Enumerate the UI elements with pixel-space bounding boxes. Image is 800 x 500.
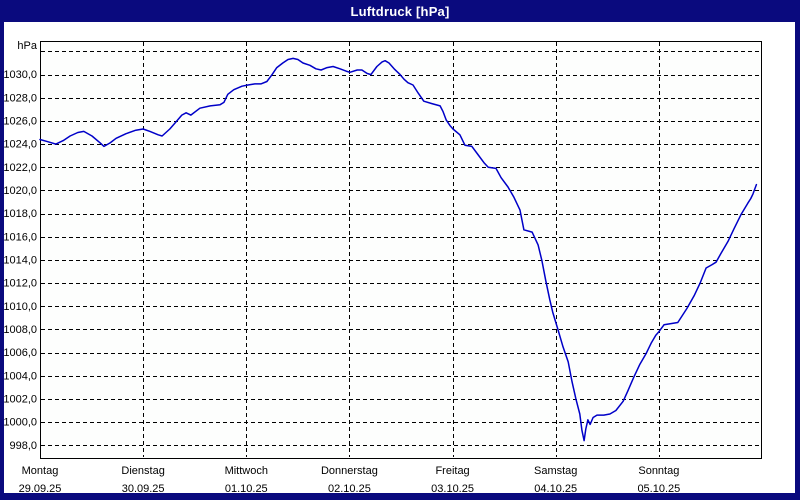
x-date-label: 29.09.25 bbox=[19, 483, 62, 493]
x-day-label: Sonntag bbox=[638, 465, 679, 477]
x-date-label: 03.10.25 bbox=[431, 483, 474, 493]
chart-panel: 1030,0 1028,0 1026,0 1024,0 1022,0 1020,0 1018… bbox=[4, 22, 795, 493]
y-axis-unit-label: hPa bbox=[17, 40, 37, 52]
y-tick-label: 1022,0 bbox=[4, 162, 37, 174]
x-day-label: Montag bbox=[22, 465, 59, 477]
x-date-label: 05.10.25 bbox=[637, 483, 680, 493]
y-tick-label: 1016,0 bbox=[4, 231, 37, 243]
y-tick-label: 1006,0 bbox=[4, 347, 37, 359]
pressure-line bbox=[39, 57, 758, 442]
x-day-label: Dienstag bbox=[121, 465, 164, 477]
plot-background bbox=[40, 41, 762, 458]
title-bar: Luftdruck [hPa] bbox=[0, 0, 800, 22]
x-day-label: Mittwoch bbox=[225, 465, 268, 477]
x-day-label: Freitag bbox=[435, 465, 469, 477]
y-tick-label: 1026,0 bbox=[4, 115, 37, 127]
y-tick-label: 1020,0 bbox=[4, 185, 37, 197]
x-date-label: 04.10.25 bbox=[534, 483, 577, 493]
y-tick-label: 1008,0 bbox=[4, 324, 37, 336]
x-day-label: Donnerstag bbox=[321, 465, 378, 477]
y-tick-label: 1002,0 bbox=[4, 393, 37, 405]
y-tick-label: 1028,0 bbox=[4, 92, 37, 104]
y-tick-label: 1000,0 bbox=[4, 417, 37, 429]
y-tick-label: 1012,0 bbox=[4, 278, 37, 290]
y-tick-label: 1004,0 bbox=[4, 370, 37, 382]
plot-border bbox=[40, 41, 762, 459]
x-date-label: 01.10.25 bbox=[225, 483, 268, 493]
pressure-chart: 1030,0 1028,0 1026,0 1024,0 1022,0 1020,0 1018… bbox=[4, 40, 762, 493]
y-tick-label: 1014,0 bbox=[4, 254, 37, 266]
y-tick-label: 998,0 bbox=[9, 440, 37, 452]
y-tick-label: 1024,0 bbox=[4, 139, 37, 151]
x-date-label: 30.09.25 bbox=[122, 483, 165, 493]
y-tick-label: 1018,0 bbox=[4, 208, 37, 220]
y-tick-label: 1030,0 bbox=[4, 69, 37, 81]
x-day-label: Samstag bbox=[534, 465, 577, 477]
chart-title: Luftdruck [hPa] bbox=[350, 3, 450, 19]
x-date-label: 02.10.25 bbox=[328, 483, 371, 493]
y-tick-label: 1010,0 bbox=[4, 301, 37, 313]
